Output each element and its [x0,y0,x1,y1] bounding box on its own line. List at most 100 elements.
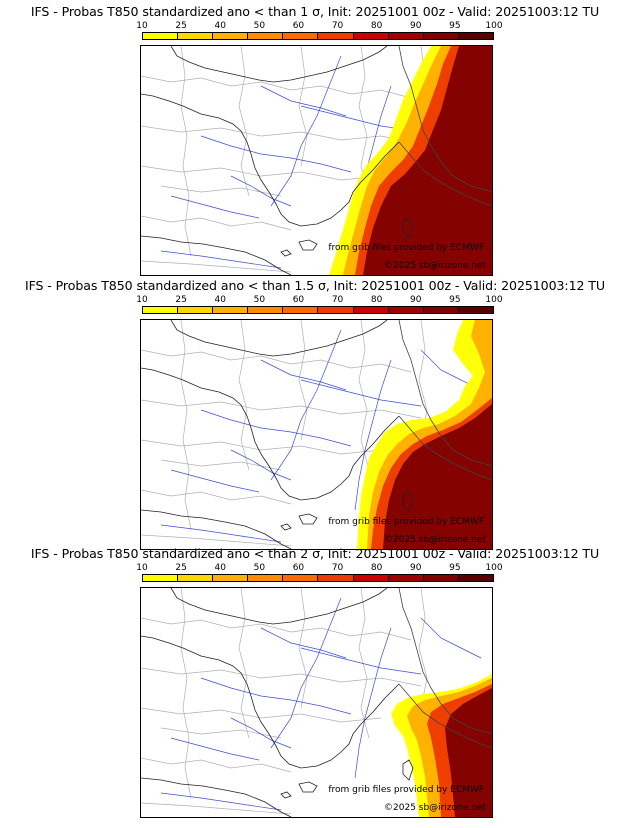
colorbar-tick-label: 40 [214,21,226,31]
colorbar-segment [143,307,179,313]
colorbar-segment [458,33,493,39]
colorbar-segment [143,575,179,581]
river [230,175,292,207]
colorbar-tick-label: 10 [136,563,148,573]
colorbar-segment [388,33,424,39]
region-border [180,588,192,799]
coastline [352,683,400,735]
colorbar [142,306,494,314]
region-border [141,215,292,231]
colorbar-segment [318,33,354,39]
colorbar-tick-label: 70 [331,21,344,31]
colorbar-ticks: 10 25 40 50 60 70 80 90 95 100 [136,563,502,573]
colorbar-tick-label: 70 [331,295,344,305]
colorbar-tick-label: 95 [449,21,461,31]
copyright-credit: ©2025 sb@irizone.net [384,535,486,545]
colorbar-segment [143,33,179,39]
coastline [141,777,292,817]
colorbar-tick-label: 70 [331,563,344,573]
region-border [141,75,412,99]
colorbar-segment [178,575,214,581]
river [170,469,260,493]
region-border [298,46,308,167]
colorbar-tick-label: 40 [214,563,226,573]
country-border [398,683,492,749]
colorbar-segment [213,307,249,313]
colorbar-segment [388,575,424,581]
region-border [141,165,382,181]
colorbar-segment [178,307,214,313]
map-svg [141,588,492,817]
colorbar-tick-label: 25 [175,21,187,31]
river [354,627,392,779]
river [354,359,392,511]
island [298,781,318,793]
region-border [358,320,370,471]
colorbar-segment [318,575,354,581]
colorbar-tick-label: 10 [136,21,148,31]
region-border [141,260,292,273]
colorbar-segment [353,575,389,581]
coastline [141,635,354,769]
colorbar-segment [283,33,319,39]
country-border [398,46,492,193]
river [200,677,352,715]
region-border [141,707,382,723]
region-border [358,46,370,197]
region-border [141,349,412,373]
probability-area [383,404,492,549]
river [230,717,292,749]
colorbar-segment [423,575,459,581]
region-border [141,439,382,455]
map-panel-3: IFS - Probas T850 standardized ano < tha… [0,546,630,820]
copyright-credit: ©2025 sb@irizone.net [384,803,486,813]
island [280,523,292,531]
panel-title: IFS - Probas T850 standardized ano < tha… [24,278,606,293]
colorbar-segment [353,33,389,39]
region-border [238,46,250,197]
river [270,597,342,749]
river [260,359,347,391]
island [280,791,292,799]
island [298,239,318,251]
colorbar-segment [458,307,493,313]
colorbar-tick-label: 95 [449,295,461,305]
colorbar-segment [388,307,424,313]
map-svg [141,320,492,549]
river [200,409,352,447]
river [200,135,352,173]
country-border [398,141,492,207]
colorbar-segment [213,33,249,39]
map-panel-1: IFS - Probas T850 standardized ano < tha… [0,4,630,276]
region-border [141,399,422,419]
river [260,85,347,117]
colorbar-tick-label: 100 [485,295,503,305]
river [170,195,260,219]
probability-map: from grib files provided by ECMWF ©2025 … [140,319,493,550]
river [160,524,282,543]
colorbar-segment [248,575,284,581]
coastline [352,415,400,467]
colorbar-tick-label: 80 [370,295,383,305]
source-credit: from grib files provided by ECMWF [328,517,484,527]
colorbar-tick-label: 50 [253,21,266,31]
colorbar-tick-label: 90 [410,21,422,31]
colorbar-tick-label: 80 [370,563,383,573]
colorbar-segment [213,575,249,581]
river [160,250,282,269]
region-border [180,320,192,531]
colorbar-tick-label: 60 [292,295,305,305]
colorbar-tick-label: 50 [253,295,266,305]
region-border [141,617,412,641]
coastline [141,93,354,227]
region-border [238,320,250,471]
region-border [298,320,308,441]
colorbar-tick-label: 90 [410,295,422,305]
colorbar-segment [248,33,284,39]
river [230,449,292,481]
colorbar-segment [423,33,459,39]
coastline [170,588,388,625]
region-border [141,125,422,145]
region-border [141,757,292,773]
colorbar-ticks: 10 25 40 50 60 70 80 90 95 100 [136,295,502,305]
